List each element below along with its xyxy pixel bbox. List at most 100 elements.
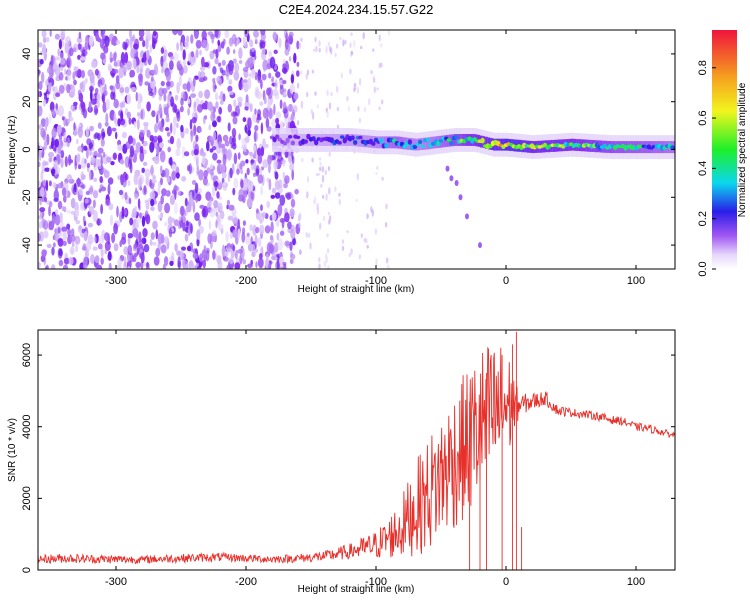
noise-speckle	[236, 37, 240, 46]
noise-speckle	[57, 144, 62, 155]
noise-speckle	[211, 229, 217, 237]
noise-speckle	[318, 40, 321, 47]
noise-speckle	[334, 186, 337, 192]
noise-speckle	[204, 115, 208, 120]
noise-speckle	[132, 228, 139, 238]
x-tick-label: 100	[627, 275, 645, 287]
noise-speckle	[370, 70, 373, 75]
noise-speckle	[387, 30, 391, 37]
noise-speckle	[186, 245, 192, 252]
noise-speckle	[184, 197, 188, 207]
noise-speckle	[121, 131, 127, 139]
signal-blob	[458, 194, 463, 201]
noise-speckle	[215, 220, 218, 229]
noise-speckle	[38, 180, 41, 188]
noise-speckle	[174, 243, 178, 252]
noise-speckle	[39, 58, 44, 65]
noise-speckle	[57, 182, 64, 189]
noise-speckle	[127, 233, 134, 239]
noise-speckle	[129, 217, 134, 226]
noise-speckle	[90, 78, 96, 87]
noise-speckle	[169, 135, 175, 145]
noise-speckle	[346, 95, 349, 102]
noise-speckle	[192, 127, 195, 137]
noise-speckle	[193, 107, 198, 119]
noise-speckle	[88, 35, 94, 47]
noise-speckle	[205, 250, 210, 262]
noise-speckle	[88, 142, 93, 150]
ridge-band	[425, 137, 429, 150]
noise-speckle	[136, 112, 141, 117]
noise-speckle	[149, 78, 156, 90]
noise-speckle	[378, 106, 381, 111]
noise-speckle	[321, 174, 325, 183]
noise-speckle	[241, 138, 248, 148]
noise-speckle	[44, 121, 48, 132]
noise-speckle	[373, 77, 376, 84]
noise-speckle	[38, 221, 42, 229]
noise-speckle	[143, 262, 147, 267]
noise-speckle	[279, 99, 283, 109]
noise-speckle	[266, 126, 272, 132]
noise-speckle	[137, 179, 142, 191]
noise-speckle	[272, 256, 278, 261]
ridge-core	[384, 143, 389, 149]
noise-speckle	[169, 156, 173, 166]
noise-speckle	[150, 166, 154, 175]
noise-speckle	[163, 106, 169, 116]
noise-speckle	[84, 158, 87, 164]
noise-speckle	[90, 156, 96, 165]
noise-speckle	[76, 36, 83, 44]
noise-speckle	[216, 255, 222, 265]
ridge-core	[311, 136, 316, 142]
noise-speckle	[69, 234, 76, 242]
noise-speckle	[43, 37, 47, 44]
noise-speckle	[336, 85, 339, 93]
noise-speckle	[173, 116, 177, 127]
noise-speckle	[83, 220, 87, 227]
noise-speckle	[280, 120, 284, 129]
noise-speckle	[323, 260, 327, 268]
noise-speckle	[288, 103, 293, 112]
noise-speckle	[142, 161, 148, 166]
noise-speckle	[115, 81, 121, 90]
noise-speckle	[41, 71, 45, 84]
noise-speckle	[165, 127, 170, 132]
noise-speckle	[103, 44, 109, 54]
noise-speckle	[212, 152, 218, 161]
noise-speckle	[139, 129, 145, 138]
colorbar-ticks: 0.0 0.2 0.4 0.6 0.8	[697, 60, 716, 277]
noise-speckle	[223, 181, 226, 187]
noise-speckle	[169, 55, 175, 60]
noise-speckle	[77, 54, 81, 60]
noise-speckle	[275, 219, 280, 228]
noise-speckle	[282, 101, 287, 112]
noise-speckle	[117, 118, 121, 127]
noise-speckle	[80, 56, 86, 61]
noise-speckle	[89, 70, 93, 78]
noise-speckle	[182, 222, 186, 232]
noise-speckle	[256, 147, 262, 157]
noise-speckle	[241, 231, 246, 243]
noise-speckle	[194, 212, 200, 222]
noise-speckle	[222, 38, 226, 46]
noise-speckle	[300, 37, 303, 42]
spectrogram-marks	[38, 30, 675, 269]
noise-speckle	[38, 149, 42, 162]
noise-speckle	[255, 261, 258, 268]
noise-speckle	[306, 176, 310, 183]
noise-speckle	[265, 253, 269, 262]
noise-speckle	[96, 153, 102, 158]
noise-speckle	[104, 35, 110, 48]
noise-speckle	[215, 77, 220, 82]
noise-speckle	[260, 185, 263, 196]
noise-speckle	[293, 52, 297, 64]
noise-speckle	[69, 47, 74, 57]
ridge-band	[355, 134, 359, 147]
noise-speckle	[211, 36, 214, 44]
noise-speckle	[353, 82, 357, 87]
noise-speckle	[76, 154, 80, 166]
noise-speckle	[273, 49, 278, 54]
noise-speckle	[164, 202, 171, 214]
noise-speckle	[268, 72, 272, 79]
